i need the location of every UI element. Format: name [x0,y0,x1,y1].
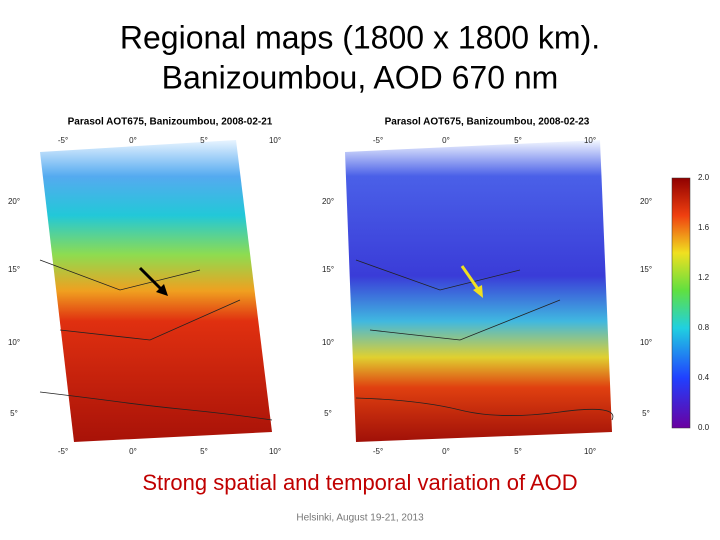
lon-label: 5° [200,447,208,456]
lon-label: 5° [200,136,208,145]
map-title: Parasol AOT675, Banizoumbou, 2008-02-21 [68,117,273,128]
lon-label: 10° [584,136,596,145]
borders [355,259,614,421]
lat-label: 5° [324,409,332,418]
lat-label: 15° [8,265,20,274]
lat-label: 5° [642,409,650,418]
caption: Strong spatial and temporal variation of… [142,470,577,495]
lat-label: 10° [322,338,334,347]
colorbar-label: 0.8 [698,323,710,332]
footer: Helsinki, August 19-21, 2013 [296,513,424,524]
aod-map [40,140,272,442]
colorbar-label: 0.4 [698,373,710,382]
lon-label: 0° [442,447,450,456]
colorbar-label: 2.0 [698,173,710,182]
lat-label: 20° [8,197,20,206]
arrow-head [156,284,168,296]
lon-label: 5° [514,136,522,145]
arrow [460,265,482,293]
lon-label: 10° [269,447,281,456]
lon-label: 5° [514,447,522,456]
map-title: Parasol AOT675, Banizoumbou, 2008-02-23 [385,117,590,128]
lon-label: 0° [129,447,137,456]
lat-label: 10° [640,338,652,347]
lat-label: 20° [322,197,334,206]
lon-label: 0° [442,136,450,145]
arrow-head [473,285,483,298]
lon-label: 10° [584,447,596,456]
lat-label: 10° [8,338,20,347]
lon-label: -5° [58,447,68,456]
lat-label: 20° [640,197,652,206]
borders [39,259,273,421]
lat-label: 5° [10,409,18,418]
colorbar-label: 1.2 [698,273,710,282]
lat-label: 15° [322,265,334,274]
slide-title: Regional maps (1800 x 1800 km). [120,19,600,55]
colorbar [671,177,691,429]
colorbar-label: 1.6 [698,223,710,232]
lon-label: -5° [58,136,68,145]
colorbar-label: 0.0 [698,423,710,432]
lon-label: 10° [269,136,281,145]
lon-label: -5° [373,447,383,456]
lat-label: 15° [640,265,652,274]
lon-label: 0° [129,136,137,145]
lon-label: -5° [373,136,383,145]
slide-title: Banizoumbou, AOD 670 nm [162,59,559,95]
